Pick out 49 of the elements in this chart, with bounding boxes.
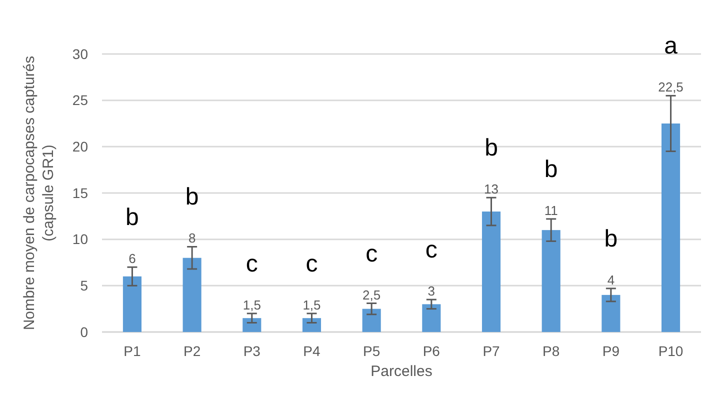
data-label: 1,5 [242, 297, 261, 312]
x-tick-label: P9 [602, 343, 620, 359]
annotation: c [306, 250, 318, 278]
x-tick-label: P8 [542, 343, 560, 359]
bar [422, 304, 441, 332]
x-tick-label: P1 [124, 343, 141, 359]
x-tick-label: P5 [363, 343, 380, 359]
data-label: 13 [484, 182, 498, 197]
bar [482, 212, 501, 332]
y-tick-label: 15 [72, 184, 88, 201]
y-tick-label: 30 [72, 46, 88, 62]
y-tick-label: 25 [72, 92, 88, 108]
y-axis-title: Nombre moyen de carpocapses capturés (capsule GR1) [21, 56, 57, 330]
x-tick-label: P3 [243, 343, 261, 359]
annotation: b [544, 156, 558, 183]
bar [542, 230, 560, 332]
annotation: b [185, 184, 199, 211]
y-tick-label: 20 [72, 138, 88, 155]
y-tick-label: 5 [80, 278, 88, 294]
data-label: 4 [607, 272, 615, 288]
x-tick-label: P7 [482, 343, 500, 359]
data-label: 11 [544, 202, 558, 218]
data-label: 6 [128, 251, 136, 266]
bar [662, 124, 680, 332]
bar [602, 294, 620, 332]
bar [362, 308, 381, 332]
bar [182, 258, 202, 332]
x-tick-label: P6 [422, 343, 440, 359]
annotation: b [126, 204, 139, 232]
annotation: b [604, 225, 618, 252]
annotation: c [425, 236, 438, 264]
data-label: 1,5 [302, 297, 321, 312]
bar [122, 276, 142, 332]
data-label: 2,5 [362, 287, 381, 302]
annotation: c [246, 250, 258, 278]
x-tick-label: P4 [303, 343, 321, 359]
x-tick-label: P2 [183, 343, 201, 359]
bar [242, 318, 262, 332]
y-tick-label: 0 [80, 324, 88, 340]
x-tick-label: P10 [658, 343, 684, 359]
y-tick-label: 10 [72, 231, 88, 248]
annotation: a [664, 32, 678, 60]
data-label: 22,5 [658, 80, 684, 95]
data-label: 8 [188, 230, 196, 246]
annotation: b [484, 134, 498, 162]
bar [302, 318, 322, 332]
x-axis-title: Parcelles [370, 363, 432, 380]
data-label: 3 [428, 284, 436, 299]
annotation: c [366, 240, 378, 268]
